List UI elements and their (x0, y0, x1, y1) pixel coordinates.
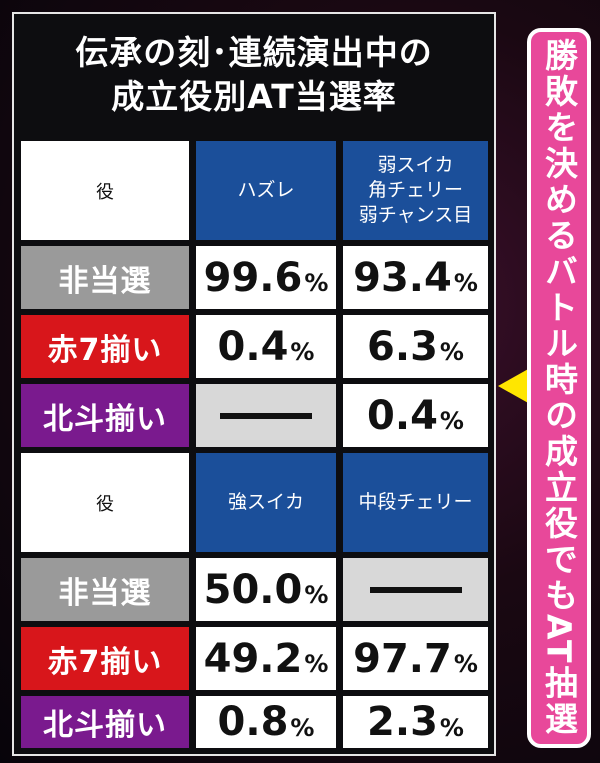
table1-row-no-win-weak: 93.4% (343, 246, 488, 309)
side-note-text: 勝敗を決めるバトル時の成立役でもAT抽選 (539, 38, 579, 738)
table2-row-red7-cherry: 97.7% (343, 627, 488, 690)
table1-header-role: 役 (21, 141, 189, 240)
rate-value: 50.0 (203, 566, 303, 613)
rate-value: 97.7 (353, 635, 452, 682)
rate-value: 49.2 (203, 635, 303, 682)
panel-title: 伝承の刻･連続演出中の 成立役別AT当選率 (14, 14, 494, 136)
header-line: 角チェリー (367, 179, 463, 201)
table2-row-no-win-cherry (343, 558, 488, 621)
table2-row-no-win-suika: 50.0% (196, 558, 336, 621)
table1-row-hokuto-hazure (196, 384, 336, 447)
title-line-2: 成立役別AT当選率 (111, 77, 397, 116)
dash-mark (369, 586, 462, 593)
dash-mark (220, 412, 312, 419)
percent-sign: % (439, 338, 464, 366)
percent-sign: % (453, 650, 478, 678)
table1-row-red7-hazure: 0.4% (196, 315, 336, 378)
percent-sign: % (304, 269, 329, 297)
at-rate-panel: 伝承の刻･連続演出中の 成立役別AT当選率 役 ハズレ 弱スイカ 角チェリー 弱… (12, 12, 496, 756)
table2-row-no-win-label: 非当選 (21, 558, 189, 621)
rate-value: 0.4 (217, 323, 289, 370)
side-note-pointer (498, 368, 530, 404)
percent-sign: % (439, 407, 464, 435)
table1-row-no-win-label: 非当選 (21, 246, 189, 309)
percent-sign: % (304, 581, 329, 609)
percent-sign: % (290, 714, 315, 742)
table2-row-red7-suika: 49.2% (196, 627, 336, 690)
rate-value: 0.8 (217, 699, 289, 745)
table2-header-role: 役 (21, 453, 189, 552)
rate-value: 93.4 (353, 254, 452, 301)
header-line: 弱チャンス目 (358, 204, 473, 226)
title-line-1: 伝承の刻･連続演出中の (75, 33, 433, 72)
table1-row-red7-label: 赤7揃い (21, 315, 189, 378)
rate-value: 0.4 (367, 392, 438, 439)
rate-value: 2.3 (367, 699, 438, 745)
table2-row-red7-label: 赤7揃い (21, 627, 189, 690)
rate-value: 99.6 (203, 254, 303, 301)
percent-sign: % (453, 269, 478, 297)
header-line: 弱スイカ (377, 154, 454, 176)
side-note-banner: 勝敗を決めるバトル時の成立役でもAT抽選 (527, 28, 591, 748)
rate-value: 6.3 (367, 323, 438, 370)
percent-sign: % (290, 338, 315, 366)
table1-row-no-win-hazure: 99.6% (196, 246, 336, 309)
table1-row-hokuto-label: 北斗揃い (21, 384, 189, 447)
table1-row-red7-weak: 6.3% (343, 315, 488, 378)
percent-sign: % (304, 650, 329, 678)
table2-header-middle-cherry: 中段チェリー (343, 453, 488, 552)
table2-header-strong-suika: 強スイカ (196, 453, 336, 552)
table2-row-hokuto-suika: 0.8% (196, 696, 336, 748)
table2-row-hokuto-label: 北斗揃い (21, 696, 189, 748)
table1-header-weak-roles: 弱スイカ 角チェリー 弱チャンス目 (343, 141, 488, 240)
table2-row-hokuto-cherry: 2.3% (343, 696, 488, 748)
percent-sign: % (439, 714, 464, 742)
table1-header-hazure: ハズレ (196, 141, 336, 240)
table1-row-hokuto-weak: 0.4% (343, 384, 488, 447)
